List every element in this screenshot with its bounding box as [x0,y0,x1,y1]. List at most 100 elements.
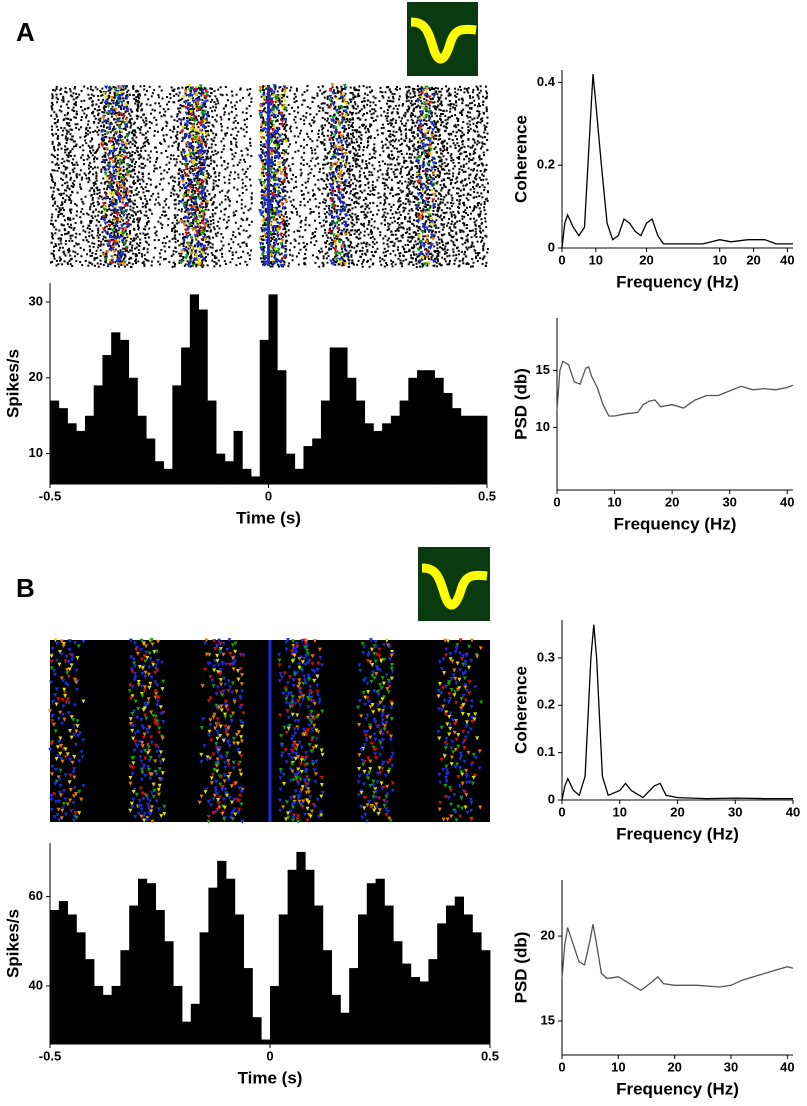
raster-marker [338,122,343,127]
raster-marker [274,171,279,176]
raster-dot [99,117,102,120]
raster-dot [407,85,410,88]
raster-dot [349,118,352,121]
raster-dot [418,87,421,90]
raster-dot [378,164,381,167]
raster-dot [170,191,173,194]
raster-dot [189,172,192,175]
raster-dot [414,197,417,200]
raster-dot [431,88,434,91]
raster-dot [285,173,288,176]
raster-dot [51,95,54,98]
raster-dot [405,159,408,162]
raster-dot [422,161,425,164]
raster-dot [106,164,109,167]
raster-dot [323,102,326,105]
raster-dot [184,155,187,158]
raster-dot [426,156,429,159]
raster-dot [381,132,384,135]
raster-dot [235,114,238,117]
raster-dot [346,170,349,173]
raster-marker [335,97,340,102]
raster-dot [227,189,230,192]
raster-marker [273,169,278,174]
raster-dot [83,85,86,88]
raster-marker [125,96,130,101]
raster-dot [55,88,58,91]
raster-dot [58,206,61,209]
raster-dot [52,154,55,157]
raster-dot [144,149,147,152]
raster-dot [482,103,485,106]
raster-marker [181,183,186,188]
raster-dot [260,201,263,204]
raster-dot [311,140,314,143]
raster-dot [105,122,108,125]
raster-dot [281,161,284,164]
bar [154,461,165,484]
raster-dot [80,178,83,181]
raster-dot [331,132,334,135]
raster-dot [63,127,66,130]
raster-dot [62,172,65,175]
raster-marker [335,138,340,143]
raster-dot [80,100,83,103]
raster-dot [240,207,243,210]
raster-marker [118,206,123,211]
raster-dot [420,93,423,96]
raster-dot [191,152,194,155]
raster-dot [92,149,95,152]
raster-dot [264,207,267,210]
raster-dot [226,191,229,194]
raster-dot [55,132,58,135]
raster-dot [329,191,332,194]
raster-dot [287,164,290,167]
raster-dot [273,175,276,178]
raster-dot [400,191,403,194]
raster-dot [435,166,438,169]
raster-dot [372,120,375,123]
raster-dot [119,123,122,126]
raster-dot [386,172,389,175]
raster-dot [482,164,485,167]
raster-dot [260,114,263,117]
raster-dot [89,165,92,168]
raster-dot [422,160,425,163]
raster-dot [204,198,207,201]
raster-dot [183,191,186,194]
raster-dot [108,171,111,174]
raster-dot [342,189,345,192]
raster-dot [94,129,97,132]
raster-dot [463,145,466,148]
raster-dot [433,157,436,160]
raster-dot [419,144,422,147]
raster-dot [186,199,189,202]
raster-dot [342,109,345,112]
raster-dot [406,90,409,93]
raster-marker [333,126,338,131]
raster-dot [53,147,56,150]
raster-dot [110,112,113,115]
raster-dot [129,141,132,144]
raster-dot [83,163,86,166]
raster-dot [237,176,240,179]
raster-dot [391,153,394,156]
raster-dot [92,110,95,113]
raster-dot [261,110,264,113]
raster-dot [373,149,376,152]
raster-dot [439,112,442,115]
raster-dot [122,165,125,168]
raster-marker [281,196,286,201]
raster-dot [50,101,53,104]
raster-dot [125,125,128,128]
raster-dot [276,169,279,172]
raster-dot [312,121,315,124]
raster-dot [52,145,55,148]
raster-dot [237,173,240,176]
raster-dot [128,112,131,115]
raster-dot [71,138,74,141]
raster-dot [441,121,444,124]
raster-dot [423,98,426,101]
raster-dot [285,176,288,179]
raster-dot [56,136,59,139]
